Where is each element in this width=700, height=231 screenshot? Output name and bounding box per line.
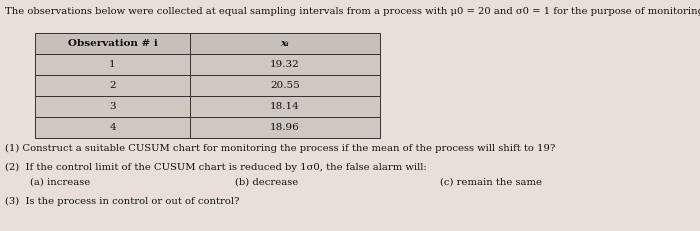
Text: (a) increase: (a) increase xyxy=(30,178,90,187)
Text: 1: 1 xyxy=(109,60,116,69)
Text: xᵢ: xᵢ xyxy=(281,39,289,48)
Text: 3: 3 xyxy=(109,102,116,111)
Text: 18.14: 18.14 xyxy=(270,102,300,111)
Text: 20.55: 20.55 xyxy=(270,81,300,90)
Text: (c) remain the same: (c) remain the same xyxy=(440,178,542,187)
Text: (b) decrease: (b) decrease xyxy=(235,178,298,187)
Text: The observations below were collected at equal sampling intervals from a process: The observations below were collected at… xyxy=(5,7,700,16)
Text: Observation # i: Observation # i xyxy=(68,39,158,48)
Text: (1) Construct a suitable CUSUM chart for monitoring the process if the mean of t: (1) Construct a suitable CUSUM chart for… xyxy=(5,144,555,153)
Text: 18.96: 18.96 xyxy=(270,123,300,132)
Text: 19.32: 19.32 xyxy=(270,60,300,69)
Text: (3)  Is the process in control or out of control?: (3) Is the process in control or out of … xyxy=(5,197,239,206)
Text: 4: 4 xyxy=(109,123,116,132)
Text: 2: 2 xyxy=(109,81,116,90)
Text: (2)  If the control limit of the CUSUM chart is reduced by 1σ0, the false alarm : (2) If the control limit of the CUSUM ch… xyxy=(5,163,427,172)
